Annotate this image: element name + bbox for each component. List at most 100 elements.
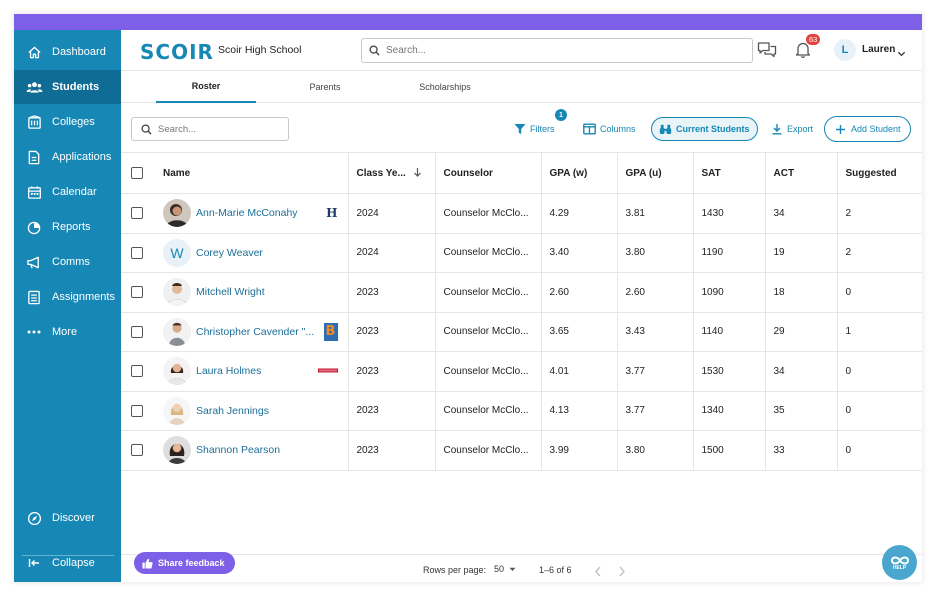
sidebar-item-assignments[interactable]: Assignments [14, 280, 121, 314]
student-photo[interactable] [163, 396, 191, 425]
act-cell: 18 [765, 272, 838, 313]
table-row[interactable]: Christopher Cavender "... B 2023 Counsel… [121, 312, 922, 352]
student-name-link[interactable]: Corey Weaver [196, 246, 263, 259]
thumbs-up-icon [142, 558, 153, 569]
sidebar-collapse-button[interactable]: Collapse [14, 546, 121, 580]
column-header-gpa-u[interactable]: GPA (u) [617, 152, 694, 194]
avatar[interactable]: L [834, 39, 856, 61]
caret-down-icon [509, 567, 516, 572]
row-select-cell [121, 193, 155, 234]
column-header-suggested[interactable]: Suggested [837, 152, 922, 194]
sidebar-item-calendar[interactable]: Calendar [14, 175, 121, 209]
student-photo[interactable] [163, 278, 191, 307]
column-header-class-year[interactable]: Class Ye... [348, 152, 436, 194]
chevron-left-icon[interactable] [594, 564, 604, 577]
act-cell: 33 [765, 430, 838, 471]
column-header-gpa-w[interactable]: GPA (w) [541, 152, 618, 194]
share-feedback-button[interactable]: Share feedback [134, 552, 235, 574]
chat-icon[interactable] [757, 41, 777, 59]
sidebar-item-label: Calendar [52, 186, 97, 198]
roster-search[interactable] [131, 117, 289, 141]
table-row[interactable]: Laura Holmes 2023 Counselor McClo... 4.0… [121, 351, 922, 392]
scoir-logo[interactable]: SCOIR [140, 40, 214, 64]
table-row[interactable]: Shannon Pearson 2023 Counselor McClo... … [121, 430, 922, 471]
row-checkbox[interactable] [131, 207, 143, 220]
infinity-icon [890, 555, 910, 566]
student-name-link[interactable]: Mitchell Wright [196, 286, 265, 299]
global-search-input[interactable] [386, 45, 726, 56]
column-header-act[interactable]: ACT [765, 152, 838, 194]
sidebar-item-students[interactable]: Students [14, 70, 121, 104]
student-name-link[interactable]: Christopher Cavender "... [196, 325, 315, 338]
row-checkbox[interactable] [131, 404, 143, 417]
sidebar-item-label: Reports [52, 221, 91, 233]
table-row[interactable]: Sarah Jennings 2023 Counselor McClo... 4… [121, 391, 922, 431]
table-row[interactable]: Mitchell Wright 2023 Counselor McClo... … [121, 272, 922, 313]
counselor-cell: Counselor McClo... [435, 391, 542, 431]
roster-search-input[interactable] [158, 123, 278, 135]
suggested-cell: 1 [837, 312, 922, 352]
global-search[interactable] [361, 38, 753, 63]
column-header-name[interactable]: Name [155, 152, 349, 194]
student-photo[interactable] [163, 199, 191, 228]
columns-button[interactable]: Columns [583, 122, 636, 135]
tab-scholarships[interactable]: Scholarships [419, 82, 471, 92]
chevron-down-icon[interactable] [897, 45, 907, 57]
student-name-link[interactable]: Laura Holmes [196, 365, 262, 378]
bell-icon[interactable] [795, 41, 815, 61]
gpa-w-cell: 4.01 [541, 351, 618, 392]
row-checkbox[interactable] [131, 325, 143, 338]
columns-label: Columns [600, 123, 636, 134]
current-students-button[interactable]: Current Students [651, 117, 758, 141]
column-header-sat[interactable]: SAT [693, 152, 766, 194]
help-label: HELP [892, 564, 907, 571]
sidebar: Dashboard Students Colleges Applications… [14, 30, 121, 582]
column-header-counselor[interactable]: Counselor [435, 152, 542, 194]
class-year-cell: 2024 [348, 233, 436, 273]
suggested-cell: 0 [837, 430, 922, 471]
student-initial-avatar[interactable]: W [163, 238, 191, 267]
help-button[interactable]: HELP [882, 545, 917, 580]
row-checkbox[interactable] [131, 286, 143, 299]
row-select-cell [121, 312, 155, 352]
table-row[interactable]: Ann-Marie McConahy H 2024 Counselor McCl… [121, 193, 922, 234]
sidebar-item-label: Colleges [52, 116, 95, 128]
sidebar-item-applications[interactable]: Applications [14, 140, 121, 174]
top-header: SCOIR Scoir High School 63 L Lauren [121, 30, 922, 71]
student-name-link[interactable]: Sarah Jennings [196, 404, 269, 417]
student-photo[interactable] [163, 436, 191, 465]
sidebar-item-more[interactable]: More [14, 315, 121, 349]
export-button[interactable]: Export [770, 122, 813, 135]
sidebar-item-colleges[interactable]: Colleges [14, 105, 121, 139]
sidebar-item-reports[interactable]: Reports [14, 210, 121, 244]
gpa-u-cell: 3.81 [617, 193, 694, 234]
sidebar-item-comms[interactable]: Comms [14, 245, 121, 279]
plus-icon [834, 123, 847, 136]
sidebar-item-dashboard[interactable]: Dashboard [14, 35, 121, 69]
student-photo[interactable] [163, 357, 191, 386]
chevron-right-icon[interactable] [618, 564, 628, 577]
row-checkbox[interactable] [131, 444, 143, 457]
student-name-link[interactable]: Ann-Marie McConahy [196, 207, 298, 220]
add-student-button[interactable]: Add Student [824, 116, 911, 142]
tab-parents[interactable]: Parents [309, 82, 341, 92]
table-row[interactable]: W Corey Weaver 2024 Counselor McClo... 3… [121, 233, 922, 273]
suggested-cell: 0 [837, 351, 922, 392]
rows-per-page-select[interactable]: 50 [494, 564, 516, 574]
sat-cell: 1430 [693, 193, 766, 234]
row-select-cell [121, 391, 155, 431]
row-checkbox[interactable] [131, 246, 143, 259]
sort-arrow-down-icon[interactable] [413, 167, 422, 180]
tab-roster[interactable]: Roster [156, 71, 256, 103]
sidebar-item-discover[interactable]: Discover [14, 501, 121, 535]
sidebar-item-label: Dashboard [52, 46, 106, 58]
megaphone-icon [25, 253, 43, 271]
student-photo[interactable] [163, 317, 191, 346]
sat-cell: 1140 [693, 312, 766, 352]
user-name[interactable]: Lauren [862, 44, 896, 55]
student-name-link[interactable]: Shannon Pearson [196, 444, 281, 457]
row-checkbox[interactable] [131, 365, 143, 378]
filters-button[interactable]: Filters [513, 122, 555, 135]
class-year-cell: 2023 [348, 272, 436, 313]
select-all-checkbox[interactable] [131, 167, 143, 179]
